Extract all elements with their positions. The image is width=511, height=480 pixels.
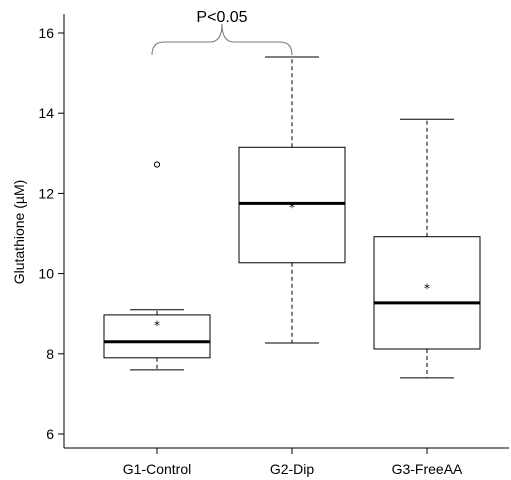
boxes: * * * <box>103 56 481 379</box>
y-tick-label: 14 <box>38 105 54 121</box>
y-tick-label: 6 <box>46 426 54 442</box>
y-axis-label: Glutathione (µM) <box>11 180 27 285</box>
mean-marker: * <box>154 319 160 333</box>
x-tick-label: G1-Control <box>123 461 191 477</box>
y-tick-label: 8 <box>46 346 54 362</box>
x-tick-label: G3-FreeAA <box>392 461 463 477</box>
mean-marker: * <box>424 282 430 296</box>
iqr-box <box>373 236 481 350</box>
annotations: P<0.05 <box>151 9 293 56</box>
axes: 6 8 10 12 14 16 G1-Control G2-Dip G3-FreeAA <box>38 14 509 477</box>
iqr-box <box>238 146 346 264</box>
significance-label: P<0.05 <box>196 9 247 26</box>
significance-brace <box>151 23 293 56</box>
mean-marker: * <box>289 201 295 215</box>
y-tick-label: 16 <box>38 25 54 41</box>
box-group: * <box>373 118 481 379</box>
box-group: * <box>103 161 211 371</box>
box-group: * <box>238 56 346 344</box>
iqr-box <box>103 314 211 359</box>
y-tick-label: 12 <box>38 185 54 201</box>
outlier-point <box>153 161 161 168</box>
x-tick-label: G2-Dip <box>270 461 315 477</box>
y-tick-label: 10 <box>38 266 54 282</box>
